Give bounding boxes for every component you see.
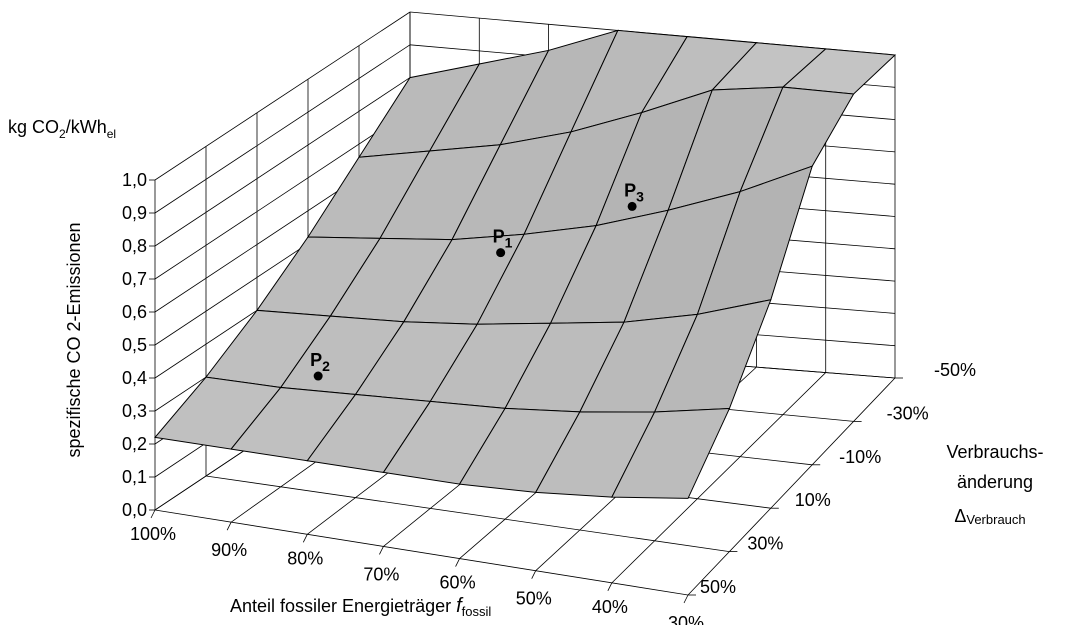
- grid-line: [154, 44, 411, 214]
- unit-part: kg CO: [8, 117, 59, 137]
- floor-grid-line: [687, 377, 896, 596]
- point: [627, 201, 637, 211]
- y-title-part: Δ: [954, 506, 966, 526]
- point-label: P2: [310, 350, 330, 374]
- point-label: P3: [624, 180, 644, 204]
- floor-grid-line: [154, 509, 689, 596]
- tick-mark: [531, 570, 537, 579]
- point-label-main: P: [310, 350, 322, 370]
- z-tick-label: 0,9: [122, 203, 147, 223]
- unit-part: /kWh: [66, 117, 107, 137]
- y-title: änderung: [957, 472, 1033, 492]
- x-tick-label: 50%: [516, 589, 552, 609]
- point-label-sub: 1: [505, 235, 513, 251]
- x-tick-label: 100%: [130, 524, 176, 544]
- x-title-sub: fossil: [462, 604, 492, 619]
- point-label-main: P: [493, 227, 505, 247]
- point: [313, 371, 323, 381]
- z-title: spezifische CO 2-Emissionen: [64, 222, 84, 457]
- x-title: Anteil fossiler Energieträger ffossil: [230, 595, 491, 619]
- x-tick-label: 80%: [287, 548, 323, 568]
- z-tick-label: 0,2: [122, 434, 147, 454]
- x-tick-label: 70%: [363, 564, 399, 584]
- grid-line: [154, 11, 411, 181]
- x-tick-label: 30%: [668, 613, 704, 625]
- tick-mark: [379, 546, 384, 555]
- z-tick-label: 0,0: [122, 500, 147, 520]
- z-unit: kg CO2/kWhel: [8, 117, 116, 141]
- z-tick-label: 0,4: [122, 368, 147, 388]
- y-tick-label: 10%: [795, 490, 831, 510]
- y-tick-label: -30%: [887, 403, 929, 423]
- z-tick-label: 0,7: [122, 269, 147, 289]
- y-title: Verbrauchs-: [946, 442, 1043, 462]
- tick-mark: [683, 594, 689, 604]
- tick-mark: [226, 521, 232, 531]
- z-tick-label: 0,1: [122, 467, 147, 487]
- y-tick-label: -50%: [934, 360, 976, 380]
- surface-patch: [611, 408, 731, 499]
- grid-line: [154, 110, 411, 280]
- tick-mark: [607, 582, 613, 592]
- unit-sub: el: [107, 127, 116, 141]
- tick-mark: [302, 534, 308, 543]
- point-label-sub: 3: [636, 188, 644, 204]
- grid-line: [154, 77, 411, 247]
- point-label: P1: [493, 227, 513, 251]
- y-title: ΔVerbrauch: [954, 506, 1025, 527]
- z-tick-label: 0,8: [122, 236, 147, 256]
- point-label-main: P: [624, 180, 636, 200]
- x-tick-label: 90%: [211, 540, 247, 560]
- y-tick-label: -10%: [839, 447, 881, 467]
- y-tick-label: 30%: [747, 534, 783, 554]
- z-tick-label: 0,6: [122, 302, 147, 322]
- point-label-sub: 2: [322, 358, 330, 374]
- tick-mark: [455, 558, 460, 567]
- x-tick-label: 60%: [440, 573, 476, 593]
- x-title-part: f: [456, 595, 464, 617]
- tick-mark: [150, 509, 156, 519]
- point: [496, 248, 506, 258]
- floor-grid-line: [611, 372, 826, 584]
- y-tick-label: 50%: [700, 577, 736, 597]
- y-title-sub: Verbrauch: [966, 512, 1025, 527]
- x-tick-label: 40%: [592, 597, 628, 617]
- z-tick-label: 1,0: [122, 170, 147, 190]
- floor-grid-line: [205, 475, 730, 552]
- unit-sub: 2: [59, 127, 66, 141]
- z-tick-label: 0,5: [122, 335, 147, 355]
- z-tick-label: 0,3: [122, 401, 147, 421]
- x-title-part: Anteil fossiler Energieträger: [230, 596, 456, 616]
